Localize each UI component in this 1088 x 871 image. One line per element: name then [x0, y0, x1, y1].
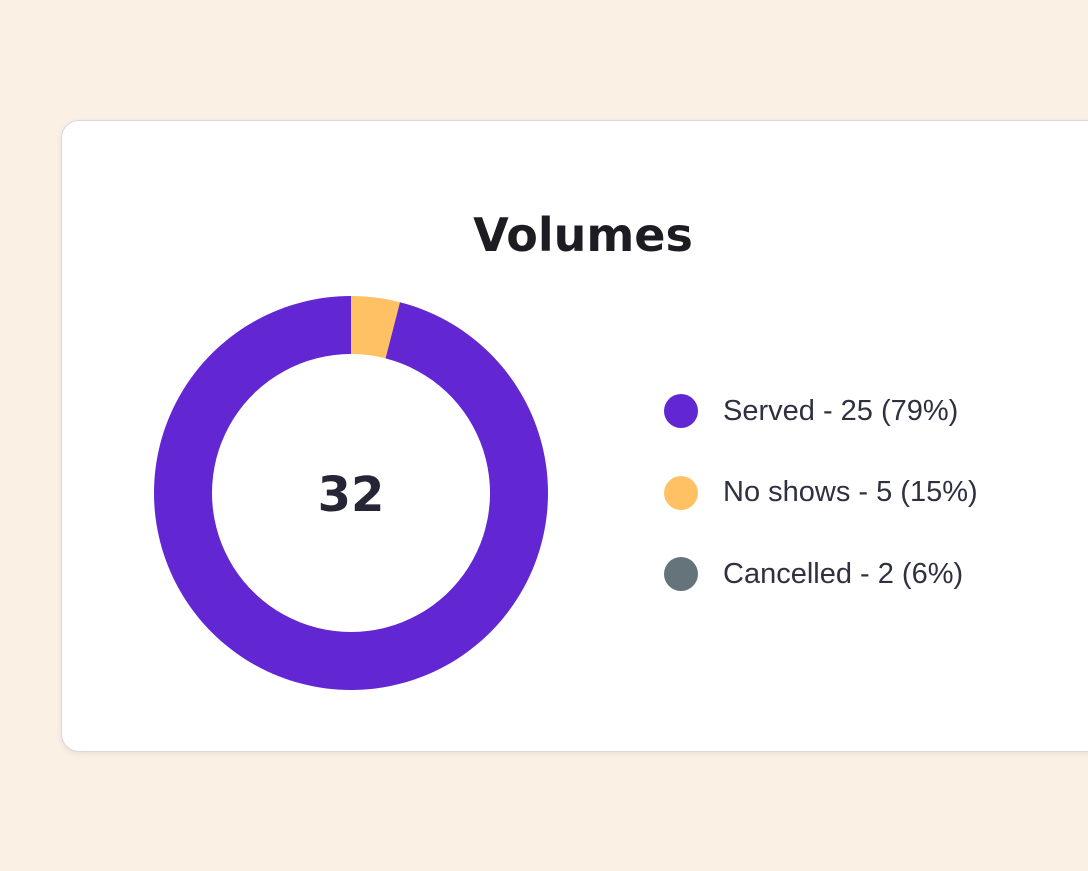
- chart-title: Volumes: [473, 208, 693, 262]
- legend-label-cancelled: Cancelled - 2 (6%): [723, 557, 964, 590]
- legend-label-served: Served - 25 (79%): [723, 394, 959, 427]
- legend-marker-served: [664, 394, 698, 428]
- chart-legend: Served - 25 (79%) No shows - 5 (15%) Can…: [664, 380, 978, 625]
- legend-marker-cancelled: [664, 557, 698, 591]
- legend-item-cancelled: Cancelled - 2 (6%): [664, 543, 978, 605]
- donut-center-total: 32: [318, 467, 385, 523]
- legend-item-no-shows: No shows - 5 (15%): [664, 462, 978, 524]
- donut-slice-no-shows: [351, 296, 400, 359]
- legend-item-served: Served - 25 (79%): [664, 380, 978, 442]
- legend-label-no-shows: No shows - 5 (15%): [723, 476, 978, 508]
- donut-slice-served: [154, 296, 549, 690]
- donut-arcs: [154, 296, 549, 690]
- donut-chart: 32: [154, 296, 549, 690]
- legend-marker-no-shows: [664, 475, 698, 510]
